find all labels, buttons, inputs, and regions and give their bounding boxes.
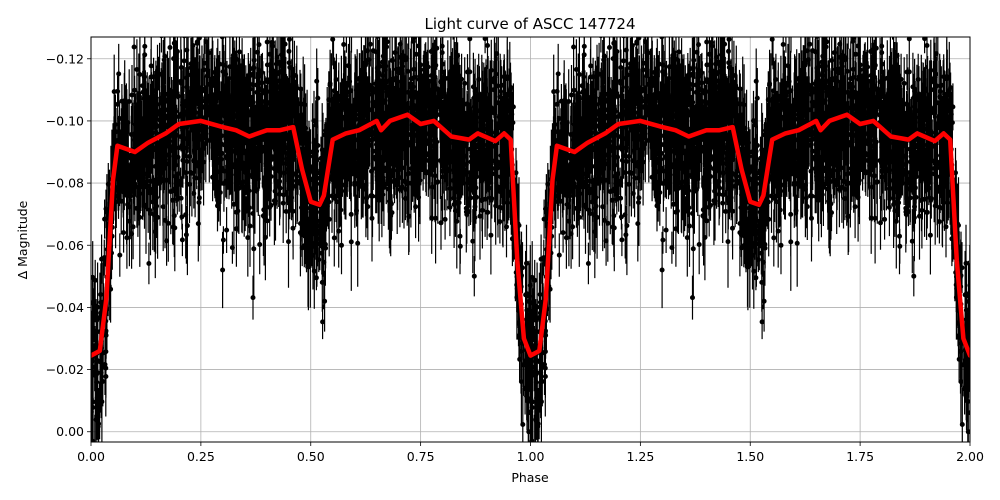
model-curve [91, 112, 970, 358]
x-axis-label: Phase [511, 470, 549, 485]
x-tick-label: 1.50 [736, 449, 764, 464]
chart-title: Light curve of ASCC 147724 [425, 15, 636, 33]
y-tick-label: −0.04 [46, 300, 84, 315]
x-tick-label: 0.25 [187, 449, 215, 464]
observation-points [91, 37, 970, 442]
data-points [91, 37, 970, 442]
y-tick-label: −0.02 [46, 362, 84, 377]
y-tick-label: −0.08 [46, 176, 84, 191]
x-tick-label: 0.50 [297, 449, 325, 464]
x-tick-label: 0.75 [407, 449, 435, 464]
y-axis-ticks: −0.12 −0.10 −0.08 −0.06 −0.04 −0.02 0.00 [46, 51, 91, 439]
x-tick-label: 0.00 [77, 449, 105, 464]
y-tick-label: −0.10 [46, 113, 84, 128]
x-axis-ticks: 0.00 0.25 0.50 0.75 1.00 1.25 1.50 1.75 2.00 [77, 442, 984, 464]
y-tick-label: −0.12 [46, 51, 84, 66]
x-tick-label: 2.00 [956, 449, 984, 464]
x-tick-label: 1.75 [846, 449, 874, 464]
model-line [91, 112, 970, 358]
y-tick-label: −0.06 [46, 238, 84, 253]
y-tick-label: 0.00 [56, 424, 84, 439]
x-tick-label: 1.25 [626, 449, 654, 464]
y-axis-label: Δ Magnitude [15, 200, 30, 279]
x-tick-label: 1.00 [517, 449, 545, 464]
